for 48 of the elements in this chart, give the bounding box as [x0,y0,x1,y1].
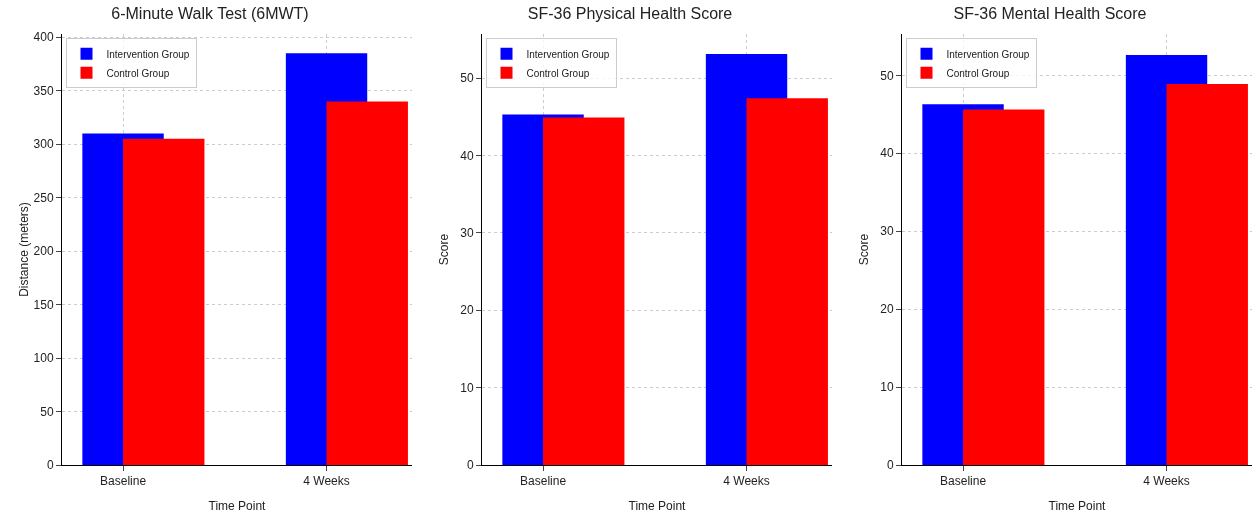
y-tick-label: 10 [460,380,474,395]
x-axis-title: Time Point [208,499,267,513]
y-axis-title: Score [437,233,451,266]
bar [1166,83,1248,465]
x-tick-label: 4 Weeks [723,474,770,489]
legend-label: Control Group [526,67,590,79]
y-tick-label: 40 [460,148,474,163]
x-tick-label: Baseline [100,474,147,489]
bar [746,98,828,465]
x-tick-label: Baseline [940,474,987,489]
y-tick-label: 100 [33,351,54,366]
y-tick-label: 0 [46,458,54,473]
chart-title: 6-Minute Walk Test (6MWT) [111,4,309,22]
y-tick-label: 50 [40,404,54,419]
chart-title: SF-36 Physical Health Score [527,4,733,22]
y-tick-label: 200 [33,244,54,259]
bar [326,101,408,465]
y-tick-label: 250 [33,190,54,205]
legend-label: Control Group [946,67,1010,79]
x-tick-label: 4 Weeks [1143,474,1190,489]
y-tick-label: 0 [466,458,474,473]
y-axis-title: Score [857,233,871,266]
y-axis-title: Distance (meters) [17,202,31,297]
legend-label: Intervention Group [946,48,1030,60]
y-tick-label: 300 [33,137,54,152]
y-tick-label: 10 [880,380,894,395]
bar [543,117,625,465]
x-axis-title: Time Point [1048,499,1107,513]
y-tick-label: 30 [460,226,474,241]
y-tick-label: 350 [33,83,54,98]
x-axis-title: Time Point [628,499,687,513]
legend-label: Control Group [106,67,170,79]
y-tick-label: 150 [33,297,54,312]
y-tick-label: 50 [880,68,894,83]
chart-title: SF-36 Mental Health Score [953,4,1147,22]
y-tick-label: 30 [880,224,894,239]
legend-label: Intervention Group [106,48,190,60]
y-tick-label: 20 [460,303,474,318]
legend-label: Intervention Group [526,48,610,60]
bar [963,109,1045,465]
x-tick-label: 4 Weeks [303,474,350,489]
y-tick-label: 0 [886,458,894,473]
y-tick-label: 50 [460,71,474,86]
y-tick-label: 40 [880,146,894,161]
bar [123,138,205,465]
y-tick-label: 400 [33,30,54,45]
x-tick-label: Baseline [520,474,567,489]
y-tick-label: 20 [880,302,894,317]
